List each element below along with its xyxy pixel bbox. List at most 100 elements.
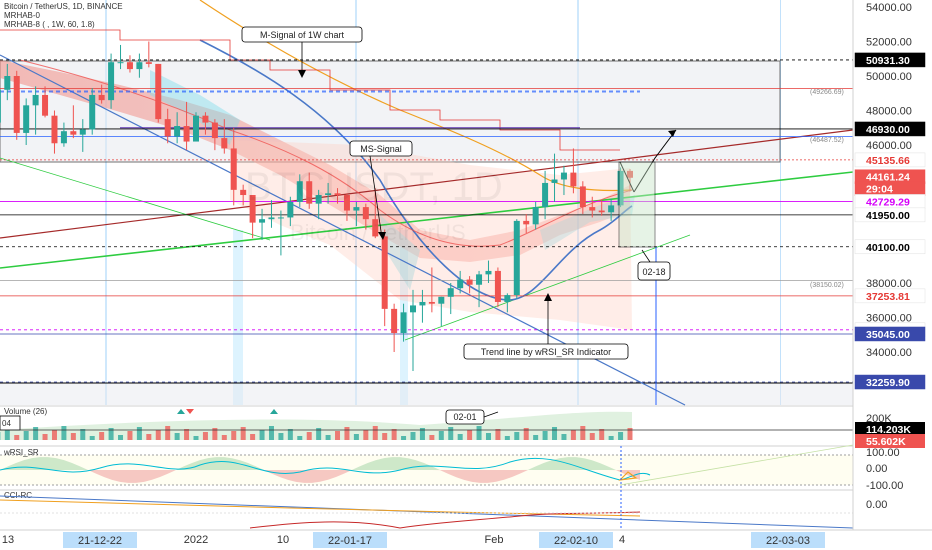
candle-body xyxy=(155,63,162,120)
chart-title[interactable]: Bitcoin / TetherUS, 1D, BINANCE xyxy=(4,2,123,11)
main-price-pane[interactable]: 02-18 BTCUSDT, 1D Bitcoin / TetherUS M-S… xyxy=(0,0,854,406)
volume-up-marker-2 xyxy=(270,409,278,414)
rsi-histogram xyxy=(0,457,640,470)
time-axis[interactable]: 13 2022 10 Feb 4 21-12-22 22-01-17 22-02-10 22-0… xyxy=(0,529,932,550)
projection-arrow-tail xyxy=(619,161,635,193)
volume-bar xyxy=(23,431,29,440)
rsi-title: wRSI_SR xyxy=(3,448,39,457)
candle xyxy=(608,198,615,221)
pane-tick-label: 100.00 xyxy=(866,447,900,459)
candle xyxy=(230,127,237,206)
candle xyxy=(240,184,247,206)
price-axis[interactable]: 54000.00 52000.00 50000.00 48000.00 46000.00… xyxy=(852,0,932,530)
time-highlight-1 xyxy=(105,0,107,405)
volume-bar xyxy=(627,428,633,440)
volume-bar xyxy=(146,434,152,440)
indicator-mrhab-0[interactable]: MRHAB-0 xyxy=(4,11,41,20)
candlesticks xyxy=(0,41,633,371)
candle xyxy=(4,63,11,101)
price-tag-label: 40100.00 xyxy=(866,242,910,254)
volume-bar xyxy=(184,429,190,440)
candle-body xyxy=(79,129,86,135)
indicator-mrhab-8[interactable]: MRHAB-8 ( , 1W, 60, 1.8) xyxy=(4,20,95,29)
rsi-histogram-red xyxy=(0,470,640,483)
pane-tick: 114.203K xyxy=(855,422,925,436)
price-tag: 32259.90 xyxy=(854,374,926,390)
candle-body xyxy=(249,195,256,223)
green-trend-line[interactable] xyxy=(0,171,854,269)
volume-bar xyxy=(523,428,529,440)
candle xyxy=(551,153,558,202)
candle xyxy=(428,267,435,313)
candle xyxy=(343,193,350,221)
candle xyxy=(400,303,407,342)
cci-pane[interactable]: CCI-RC xyxy=(0,489,854,529)
pane-tick: -100.00 xyxy=(866,480,903,492)
candle xyxy=(494,267,501,308)
m-signal-label: M-Signal of 1W chart xyxy=(260,30,345,40)
brown-trend-line[interactable] xyxy=(0,129,854,239)
time-label: 4 xyxy=(619,534,625,546)
candle-body xyxy=(136,62,143,70)
candle-body xyxy=(89,94,96,130)
box-date-label: 02-18 xyxy=(642,267,665,277)
pane-tick-label: 0.00 xyxy=(866,499,887,511)
time-label: 10 xyxy=(277,534,289,546)
volume-pane[interactable]: Volume (26) 04 02-01 xyxy=(0,405,853,440)
candle xyxy=(372,188,379,239)
volume-bar xyxy=(419,428,425,440)
candle-body xyxy=(13,76,20,133)
candle xyxy=(485,260,492,283)
candle-body xyxy=(0,89,1,123)
candle xyxy=(438,296,445,327)
candle xyxy=(98,84,105,104)
volume-bar xyxy=(61,426,67,440)
candle-body xyxy=(126,62,133,70)
volume-bar xyxy=(438,431,444,440)
candle-body xyxy=(296,181,303,202)
candle-body xyxy=(353,207,360,211)
candle xyxy=(325,182,332,204)
volume-down-marker xyxy=(186,409,194,414)
candle xyxy=(155,63,162,123)
candle xyxy=(32,86,39,135)
wrsi-trend-line[interactable] xyxy=(404,234,691,341)
candle xyxy=(532,201,539,230)
time-axis-bg xyxy=(0,530,932,550)
volume-bar xyxy=(485,433,491,440)
volume-bar xyxy=(570,430,576,440)
price-tag: 35045.00 xyxy=(854,326,926,342)
price-tag-label: 45135.66 xyxy=(866,155,910,167)
candle-body xyxy=(372,219,379,237)
candle xyxy=(457,270,464,294)
candle xyxy=(353,201,360,227)
candle-body xyxy=(23,105,30,133)
candle xyxy=(193,112,199,142)
volume-bar xyxy=(250,434,256,440)
price-tag-label: 37253.81 xyxy=(866,291,910,303)
candle xyxy=(306,172,313,209)
candle-body xyxy=(381,236,388,309)
target-box[interactable] xyxy=(618,161,656,248)
candle-body xyxy=(230,148,237,190)
candle xyxy=(145,41,152,68)
volume-bar xyxy=(240,427,246,440)
candle-body xyxy=(277,217,284,219)
wrsi-pane[interactable]: wRSI_SR xyxy=(0,444,854,486)
volume-bar xyxy=(448,427,454,440)
candle xyxy=(627,169,633,192)
candle xyxy=(126,55,133,73)
candle-body xyxy=(343,195,350,211)
candle-body xyxy=(268,217,275,220)
volume-bars xyxy=(0,426,633,440)
volume-date-callout: 02-01 xyxy=(445,409,499,425)
red-ma xyxy=(19,59,633,247)
volume-bar xyxy=(70,433,76,440)
candle xyxy=(523,214,530,233)
volume-bar xyxy=(561,434,567,440)
price-tag: 42729.29 xyxy=(854,194,926,209)
candle-body xyxy=(504,295,511,302)
time-label: Feb xyxy=(485,534,504,546)
candle-body xyxy=(410,305,416,313)
